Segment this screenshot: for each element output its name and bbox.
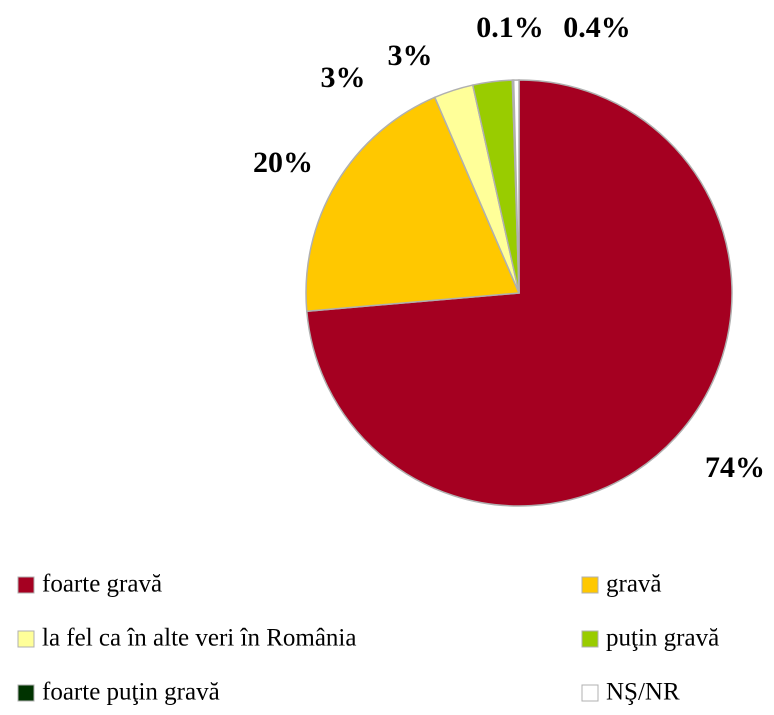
legend-swatch xyxy=(17,576,35,594)
data-label: 20% xyxy=(253,146,313,179)
legend-swatch xyxy=(581,576,599,594)
legend-label: foarte gravă xyxy=(42,571,162,598)
data-label: 3% xyxy=(321,61,366,94)
legend-label: NŞ/NR xyxy=(606,679,680,706)
legend-label: la fel ca în alte veri în România xyxy=(42,625,356,652)
data-label: 3% xyxy=(388,39,433,72)
legend-label: foarte puţin gravă xyxy=(42,679,220,706)
legend-label: gravă xyxy=(606,571,662,598)
legend-swatch xyxy=(17,684,35,702)
pie-slice xyxy=(305,96,521,313)
legend-swatch xyxy=(581,630,599,648)
data-label: 74% xyxy=(705,451,765,484)
legend-swatch xyxy=(17,630,35,648)
legend-label: puţin gravă xyxy=(606,625,719,652)
data-label: 0.1% xyxy=(476,11,544,44)
pie-slice xyxy=(512,79,520,294)
legend-swatch xyxy=(581,684,599,702)
data-label: 0.4% xyxy=(563,11,631,44)
